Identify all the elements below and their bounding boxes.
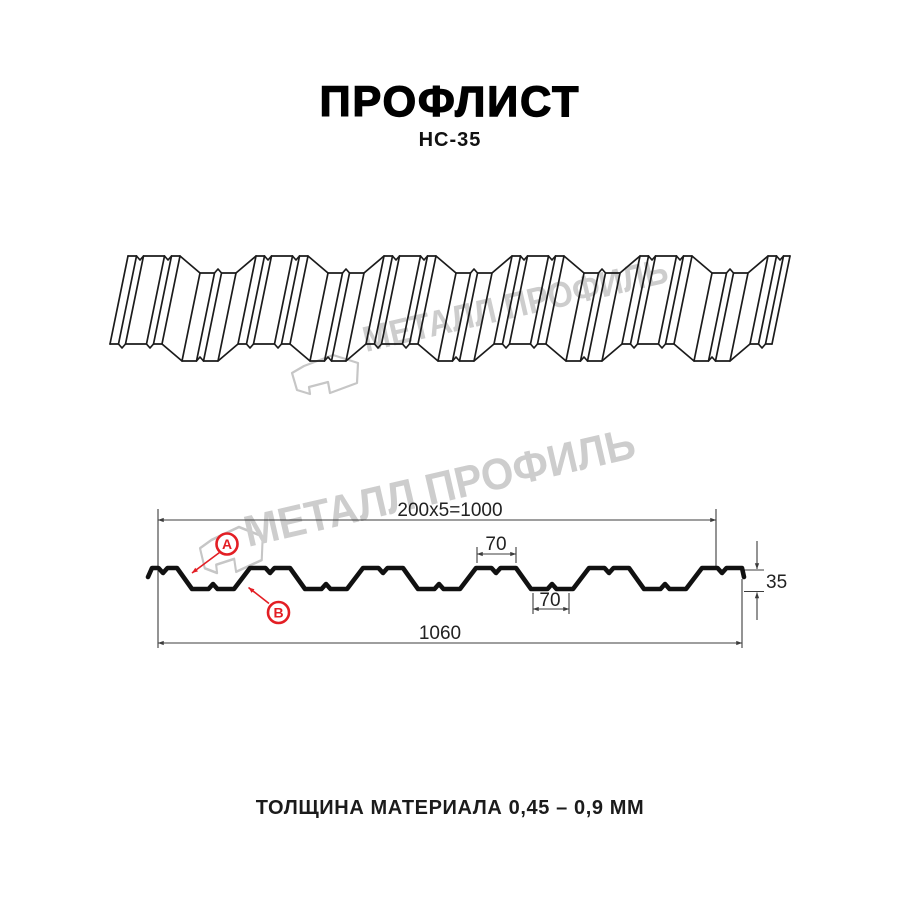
thickness-note: ТОЛЩИНА МАТЕРИАЛА 0,45 – 0,9 ММ [255, 797, 645, 819]
cross-section-profile [145, 565, 747, 592]
marker-a-label: A [222, 536, 232, 552]
dimension-lines [157, 509, 764, 648]
marker-b: B [248, 586, 291, 625]
dim-crest-width: 70 [485, 534, 506, 555]
watermark-lower: МЕТАЛЛ ПРОФИЛЬ [198, 419, 640, 575]
metall-profil-logo-icon [290, 353, 360, 396]
marker-b-circle [266, 600, 291, 625]
profile-code: НС-35 [418, 129, 482, 151]
marker-b-label: B [273, 605, 283, 621]
profile-3d-view [109, 255, 791, 362]
marker-a: A [191, 532, 239, 574]
metall-profil-logo-icon [198, 525, 264, 575]
watermark-text: МЕТАЛЛ ПРОФИЛЬ [239, 419, 640, 557]
dim-total-width: 1060 [419, 623, 461, 644]
dim-top-span: 200x5=1000 [397, 500, 502, 521]
dim-height: 35 [766, 572, 787, 593]
dim-valley-width: 70 [539, 590, 560, 611]
marker-a-circle [215, 532, 239, 556]
page-title: ПРОФЛИСТ [319, 77, 581, 126]
